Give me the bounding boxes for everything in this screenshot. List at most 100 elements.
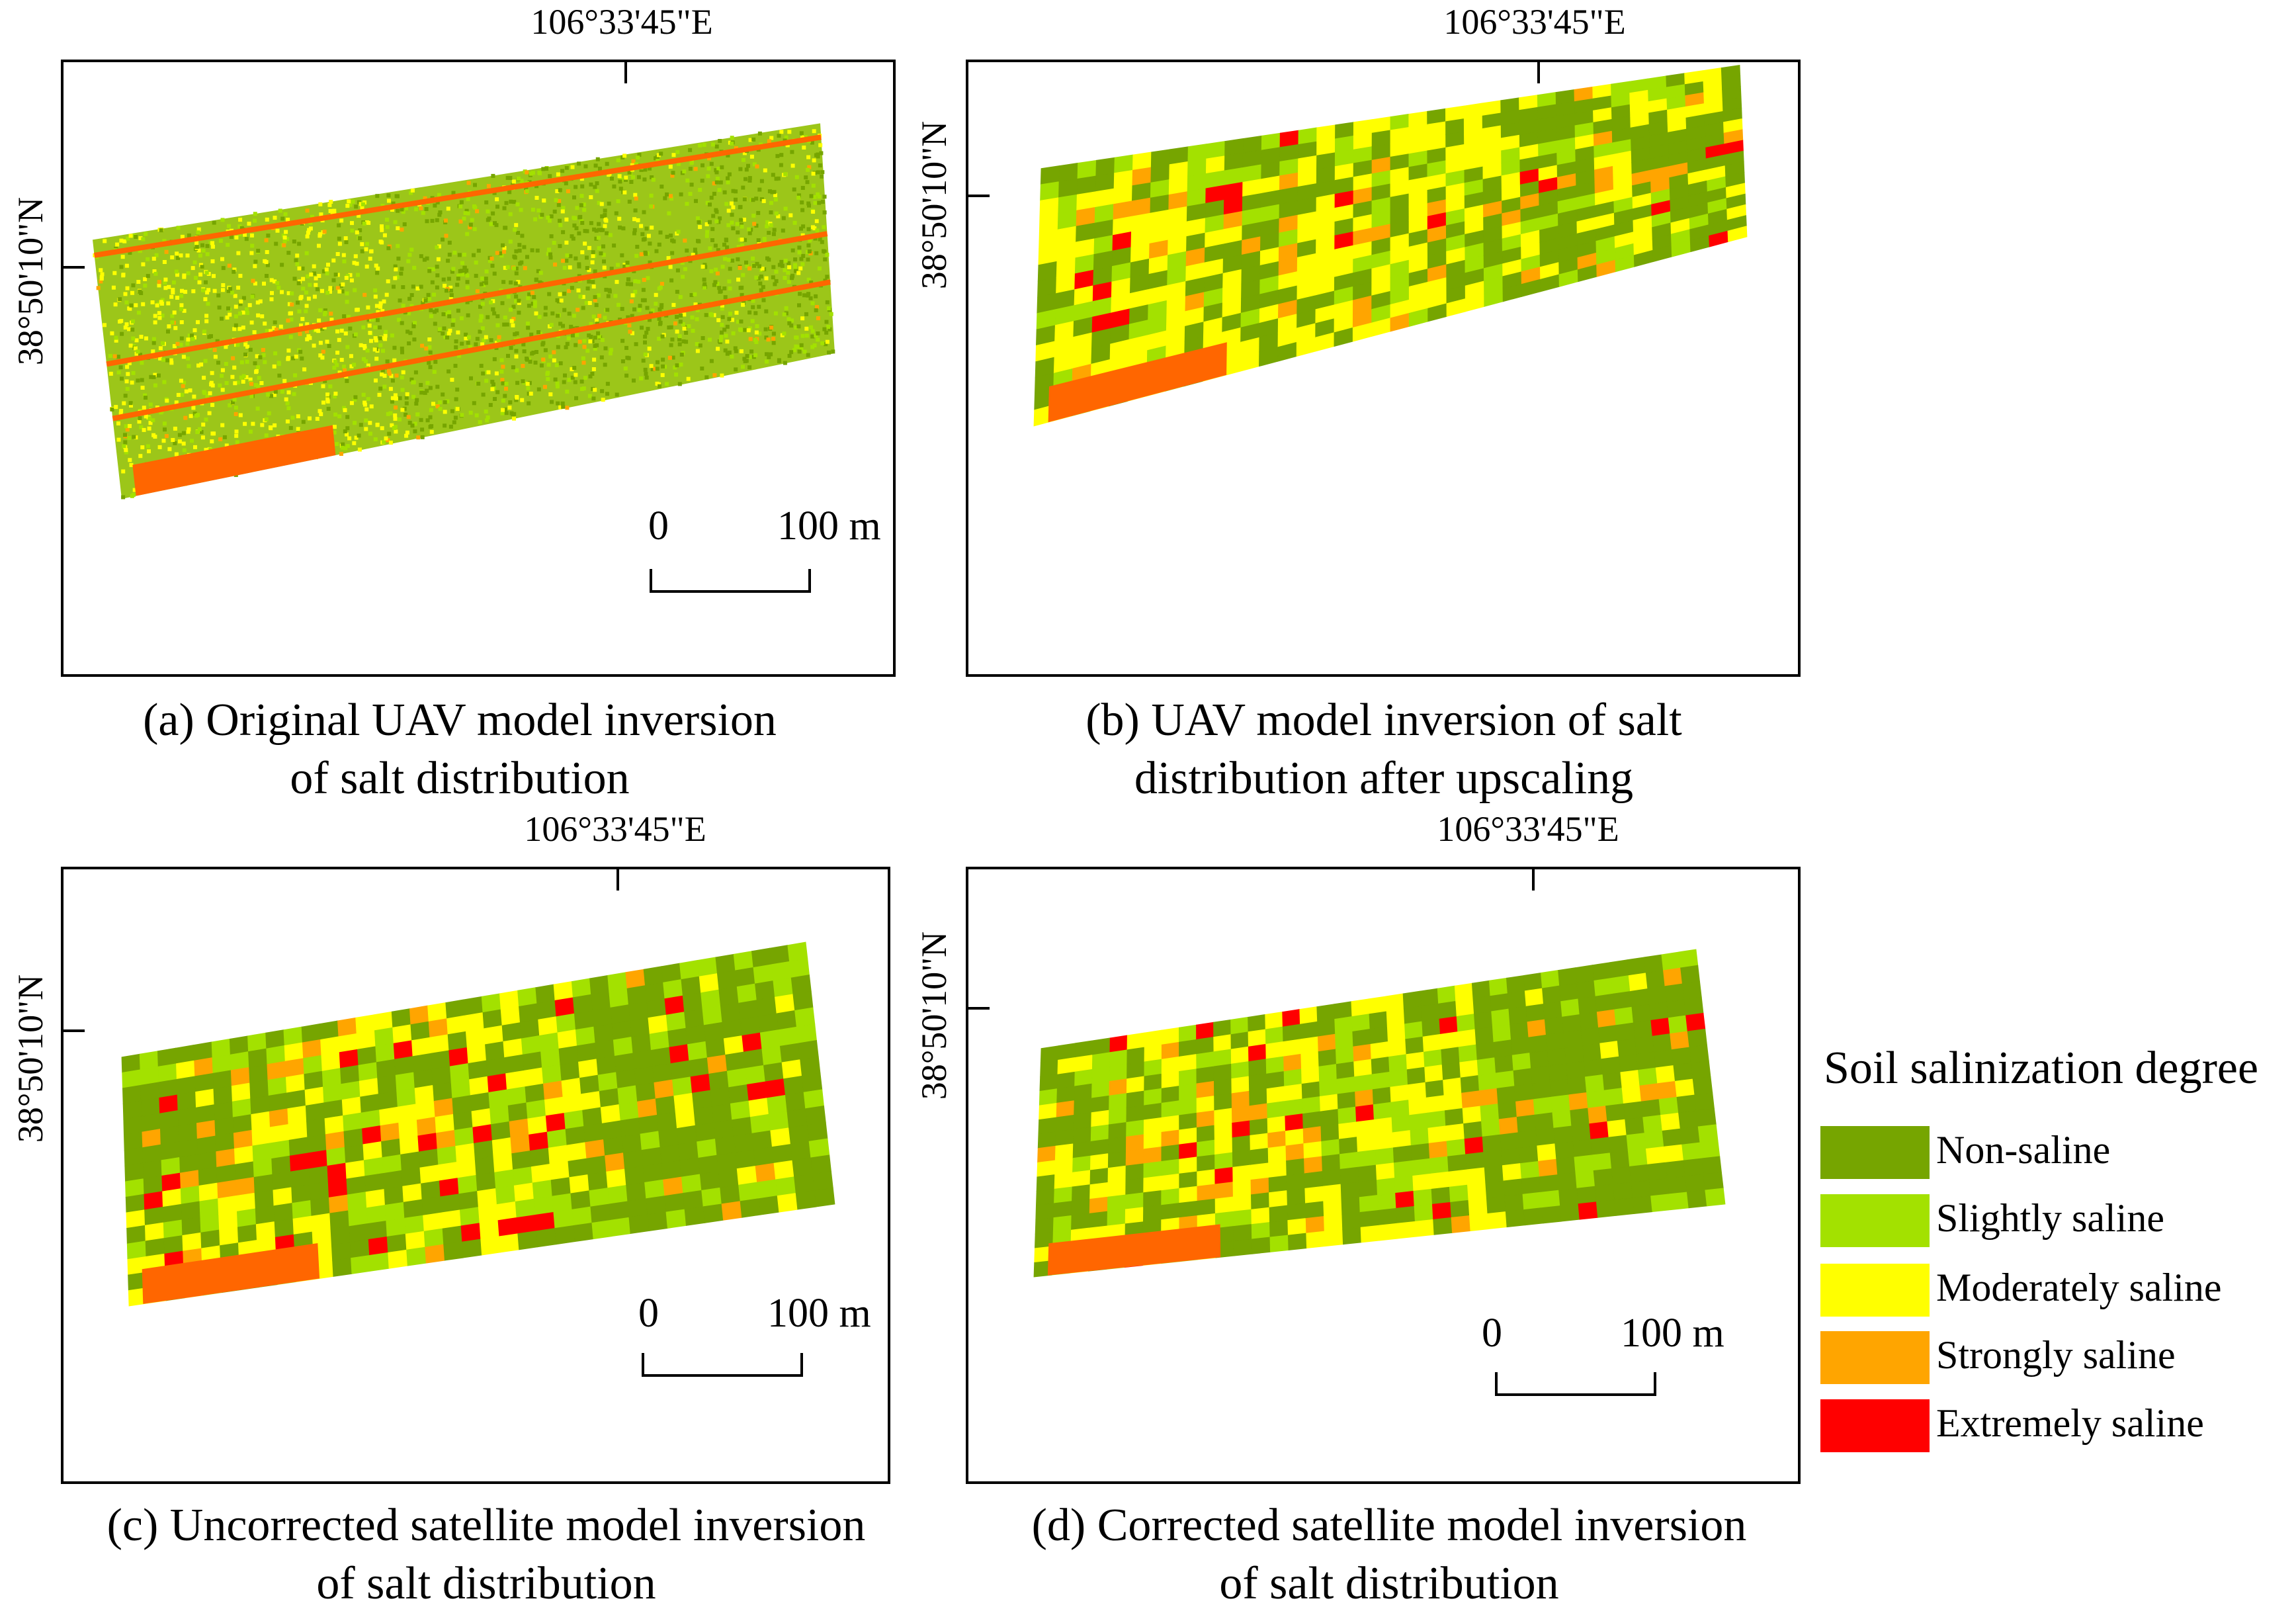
map-pixel [624,175,628,180]
map-cell [249,1064,269,1084]
map-pixel [741,302,745,307]
map-cell [126,1209,146,1229]
map-pixel [445,288,448,293]
map-pixel [292,277,297,281]
map-pixel [565,389,570,394]
map-cell [421,1196,442,1216]
map-cell [643,966,664,986]
map-cell [586,1155,607,1175]
map-pixel [767,257,771,262]
map-pixel [758,281,763,286]
map-pixel [426,292,431,297]
map-pixel [241,310,245,315]
map-pixel [698,188,702,192]
map-pixel [658,320,663,325]
map-pixel [317,243,321,248]
map-cell [438,1162,458,1182]
map-pixel [435,308,439,313]
map-cell [536,1228,557,1248]
map-pixel [517,248,522,253]
map-pixel [393,393,398,398]
map-pixel [123,292,128,296]
map-pixel [675,268,680,273]
map-pixel [278,208,282,213]
map-pixel [772,190,777,195]
map-pixel [806,201,811,206]
map-pixel [637,308,642,312]
map-pixel [747,179,752,183]
map-pixel [591,396,596,401]
map-pixel [212,348,217,352]
map-pixel [581,356,585,361]
map-cell [792,990,814,1011]
map-cell [401,1167,421,1187]
map-cell [1072,1155,1091,1173]
map-pixel [714,144,719,149]
map-cell [1650,1194,1671,1213]
map-pixel [615,280,619,284]
map-cell [503,1038,523,1058]
map-pixel [504,386,508,391]
map-pixel [714,168,718,173]
map-pixel [554,363,559,367]
map-cell [496,1201,517,1221]
map-pixel [593,335,597,340]
map-cell [1322,1168,1341,1187]
map-pixel [181,441,186,446]
map-pixel [248,429,253,434]
map-pixel [364,247,368,251]
map-pixel [682,326,687,331]
map-pixel [491,211,495,216]
map-pixel [667,355,672,360]
map-pixel [502,246,507,251]
map-pixel [265,274,269,278]
map-cell [605,1153,625,1172]
map-cell [1421,1003,1440,1022]
map-pixel [125,386,130,391]
map-cell [179,1170,200,1190]
map-cell [1091,1052,1111,1070]
map-cell [1089,1182,1109,1199]
map-cell [1179,1200,1198,1218]
map-pixel [430,280,435,284]
map-pixel [740,243,745,247]
map-pixel [353,398,357,402]
map-cell [1161,1144,1180,1162]
map-pixel [192,394,196,399]
map-cell [1615,1022,1636,1041]
map-pixel [108,353,112,358]
map-pixel [124,424,128,429]
map-cell [1552,1110,1572,1129]
map-pixel [747,365,752,370]
map-pixel [677,342,682,347]
map-pixel [688,148,693,152]
map-pixel [157,280,161,284]
map-cell [378,1090,398,1111]
map-cell [440,1194,460,1213]
map-cell [583,1123,604,1143]
map-cell [1451,1215,1471,1233]
map-cell [1144,1029,1162,1048]
map-pixel [581,306,585,310]
map-pixel [597,314,602,318]
map-cell [413,1068,434,1089]
map-cell [542,1065,562,1084]
map-pixel [697,239,701,243]
map-pixel [693,292,697,296]
map-pixel [275,281,280,285]
map-pixel [583,241,587,246]
map-pixel [103,323,106,327]
map-cell [1411,1158,1431,1176]
map-cell [232,1098,252,1118]
map-pixel [492,357,497,361]
map-pixel [293,373,298,378]
map-pixel [383,333,388,338]
map-pixel [587,301,592,305]
map-pixel [215,339,220,343]
map-pixel [565,406,570,410]
map-cell [1501,1147,1521,1166]
map-pixel [650,308,655,313]
map-cell [1351,998,1370,1017]
map-pixel [146,257,150,261]
map-pixel [158,356,163,361]
